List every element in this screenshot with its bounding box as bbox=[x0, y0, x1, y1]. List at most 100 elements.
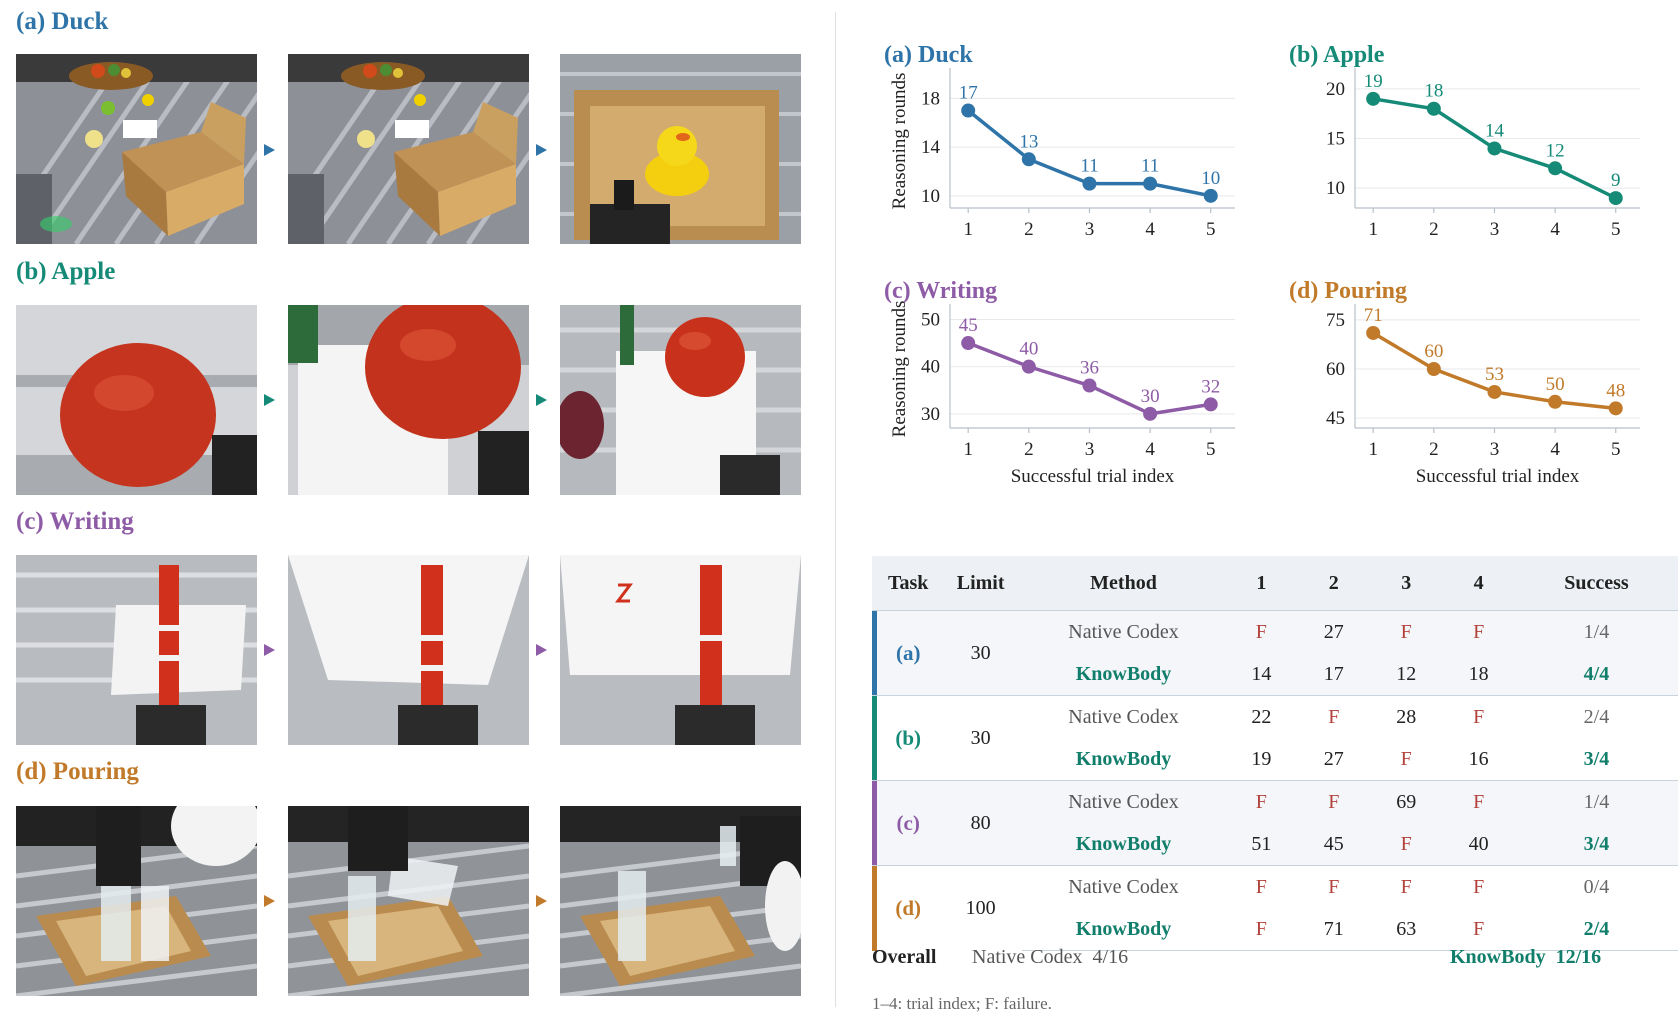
y-tick-label: 75 bbox=[1326, 310, 1345, 331]
table-row: KnowBody 19 27 F 16 3/4 bbox=[872, 738, 1678, 781]
data-point bbox=[1143, 406, 1158, 421]
trial-cell: 16 bbox=[1442, 738, 1515, 781]
x-tick-label: 1 bbox=[1368, 219, 1378, 240]
tabletop-scene-photo bbox=[288, 54, 529, 244]
table-header-row: Task Limit Method 1 2 3 4 Success bbox=[872, 556, 1678, 611]
method-native: Native Codex bbox=[1021, 780, 1226, 823]
data-point bbox=[1426, 362, 1441, 376]
method-native: Native Codex bbox=[1021, 695, 1226, 738]
trial-cell: 18 bbox=[1442, 653, 1515, 696]
trial-cell: 27 bbox=[1297, 610, 1371, 653]
x-axis-label: Successful trial index bbox=[1416, 466, 1580, 487]
task-color-bar bbox=[872, 780, 878, 866]
tabletop-scene-photo bbox=[16, 54, 257, 244]
arrow-right-icon bbox=[264, 644, 275, 656]
x-tick-label: 4 bbox=[1145, 439, 1155, 460]
trial-cell: 27 bbox=[1297, 738, 1371, 781]
y-tick-label: 60 bbox=[1326, 359, 1345, 380]
rubber-duck-in-box-photo bbox=[560, 54, 801, 244]
data-point bbox=[1143, 176, 1158, 191]
trial-cell: F bbox=[1442, 865, 1515, 908]
overall-row: Overall Native Codex 4/16 KnowBody 12/16 bbox=[872, 946, 1678, 982]
data-point bbox=[961, 103, 976, 118]
y-tick-label: 40 bbox=[921, 357, 940, 378]
data-point bbox=[1548, 161, 1563, 176]
trial-cell: F bbox=[1225, 865, 1298, 908]
task-label: (a) bbox=[877, 610, 940, 696]
task-title-apple: (b) Apple bbox=[16, 258, 116, 285]
header-trial-2: 2 bbox=[1297, 556, 1371, 611]
table-row: (a) 30 Native Codex F 27 F F 1/4 bbox=[872, 610, 1678, 696]
task-title-duck: (a) Duck bbox=[16, 8, 109, 35]
data-label: 9 bbox=[1611, 170, 1621, 191]
y-tick-label: 10 bbox=[921, 186, 940, 207]
trial-cell: F bbox=[1225, 610, 1298, 653]
success-native: 2/4 bbox=[1514, 695, 1678, 738]
arrow-right-icon bbox=[536, 895, 547, 907]
chart-title: (b) Apple bbox=[1289, 42, 1385, 68]
data-label: 11 bbox=[1080, 156, 1098, 177]
trial-cell: F bbox=[1370, 610, 1443, 653]
overall-label: Overall bbox=[872, 946, 937, 968]
x-tick-label: 4 bbox=[1145, 219, 1155, 240]
data-point bbox=[961, 336, 976, 351]
y-tick-label: 20 bbox=[1326, 79, 1345, 100]
trial-cell: F bbox=[1442, 695, 1515, 738]
overall-knowbody: KnowBody 12/16 bbox=[1450, 946, 1602, 968]
header-method: Method bbox=[1021, 556, 1226, 611]
trial-cell: F bbox=[1442, 610, 1515, 653]
data-label: 17 bbox=[959, 83, 978, 104]
trial-cell: F bbox=[1297, 865, 1371, 908]
x-tick-label: 3 bbox=[1490, 219, 1500, 240]
data-point bbox=[1021, 152, 1036, 167]
limit-value: 80 bbox=[939, 780, 1022, 866]
trial-cell: F bbox=[1297, 695, 1371, 738]
data-label: 45 bbox=[959, 315, 978, 336]
data-label: 19 bbox=[1364, 71, 1383, 92]
task-color-bar bbox=[872, 610, 878, 696]
table-row: (d) 100 Native Codex F F F F 0/4 bbox=[872, 865, 1678, 951]
bottle-box-photo bbox=[560, 806, 801, 996]
method-native: Native Codex bbox=[1021, 610, 1226, 653]
data-label: 36 bbox=[1080, 358, 1099, 379]
data-label: 12 bbox=[1546, 140, 1565, 161]
task-label: (d) bbox=[877, 865, 940, 951]
method-knowbody: KnowBody bbox=[1021, 908, 1226, 951]
panel-divider bbox=[835, 12, 836, 1007]
y-tick-label: 45 bbox=[1326, 408, 1345, 429]
header-trial-4: 4 bbox=[1442, 556, 1515, 611]
data-label: 50 bbox=[1546, 374, 1565, 395]
success-knowbody: 3/4 bbox=[1514, 823, 1678, 866]
success-native: 1/4 bbox=[1514, 780, 1678, 823]
trial-cell: F bbox=[1442, 908, 1515, 951]
y-tick-label: 14 bbox=[921, 137, 941, 158]
data-label: 10 bbox=[1201, 168, 1220, 189]
x-tick-label: 1 bbox=[1368, 439, 1378, 460]
arrow-right-icon bbox=[264, 394, 275, 406]
success-native: 0/4 bbox=[1514, 865, 1678, 908]
marker-paper-photo bbox=[288, 555, 529, 745]
header-success: Success bbox=[1514, 556, 1678, 611]
duck-chart: (a) Duck 10 14 18 1 2 3 4 5 Reasoning rounds 17 13 1… bbox=[884, 42, 1235, 240]
x-tick-label: 3 bbox=[1085, 219, 1095, 240]
data-point bbox=[1548, 394, 1563, 409]
header-trial-1: 1 bbox=[1225, 556, 1298, 611]
x-tick-label: 4 bbox=[1550, 439, 1560, 460]
arrow-right-icon bbox=[264, 895, 275, 907]
x-tick-label: 5 bbox=[1611, 219, 1621, 240]
limit-value: 30 bbox=[939, 695, 1022, 781]
trial-cell: 12 bbox=[1370, 653, 1443, 696]
y-tick-label: 18 bbox=[921, 88, 940, 109]
table-row: KnowBody 51 45 F 40 3/4 bbox=[872, 823, 1678, 866]
overall-native: Native Codex 4/16 bbox=[972, 946, 1129, 968]
trial-cell: F bbox=[1297, 780, 1371, 823]
task-title-pouring: (d) Pouring bbox=[16, 758, 139, 785]
x-tick-label: 3 bbox=[1490, 439, 1500, 460]
data-label: 40 bbox=[1019, 339, 1038, 360]
data-label: 60 bbox=[1424, 341, 1443, 362]
data-point bbox=[1082, 176, 1097, 191]
trial-cell: F bbox=[1225, 908, 1298, 951]
data-label: 30 bbox=[1141, 386, 1160, 407]
trial-cell: 19 bbox=[1225, 738, 1298, 781]
